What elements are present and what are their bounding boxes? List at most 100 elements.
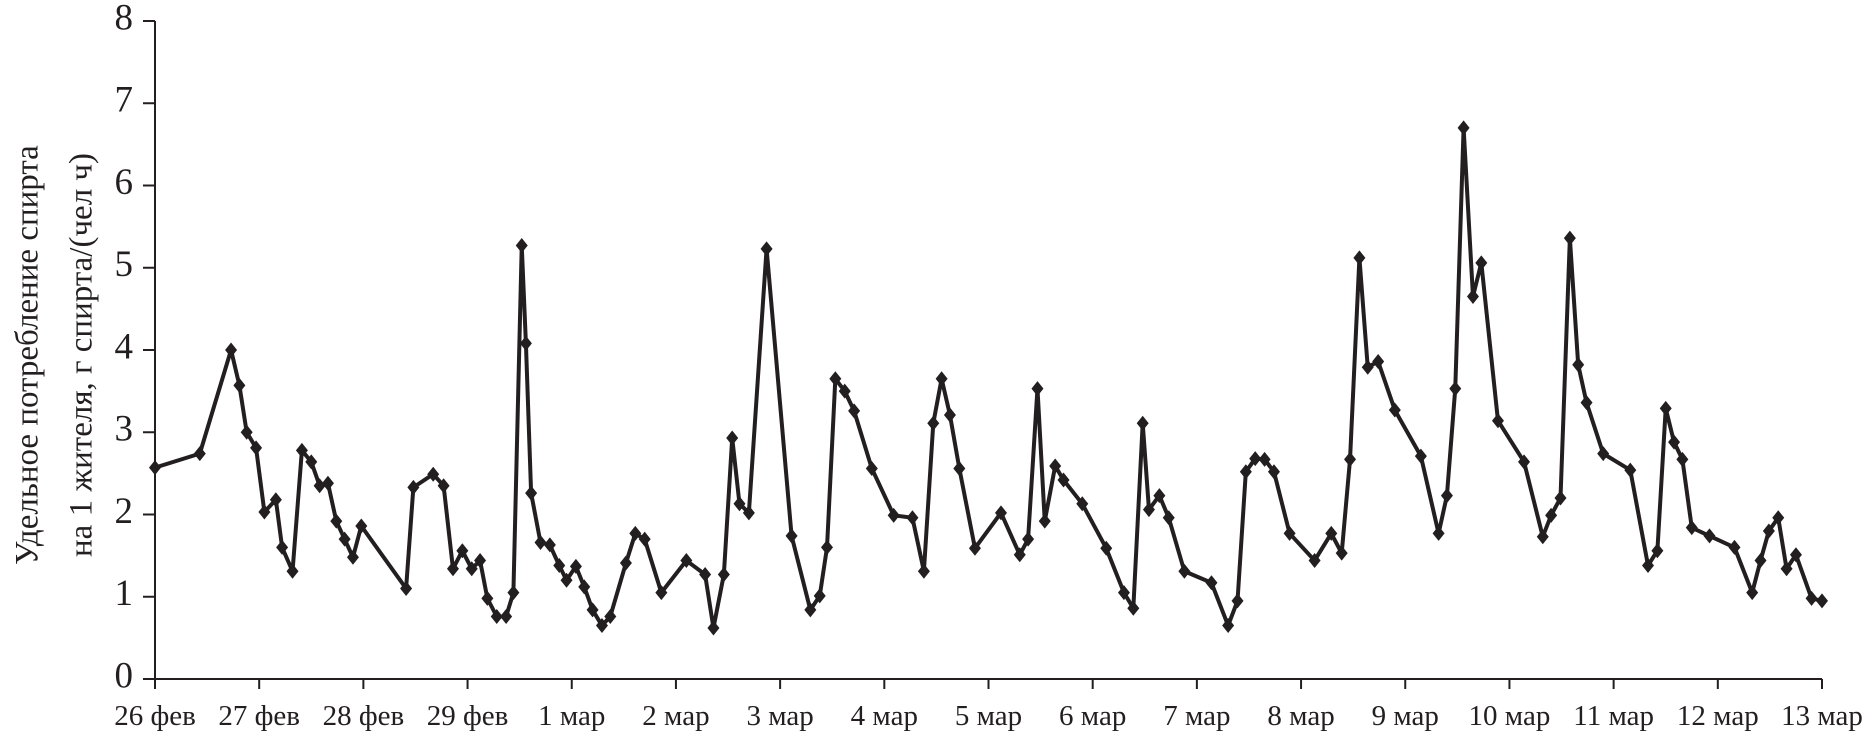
data-point (1153, 488, 1166, 504)
data-point (553, 557, 566, 573)
data-point (1545, 507, 1558, 523)
data-point (821, 539, 834, 555)
data-point (1816, 593, 1828, 609)
data-point (543, 537, 556, 553)
data-point (1335, 545, 1348, 561)
data-point (1563, 230, 1576, 246)
x-tick-label: 6 мар (1059, 700, 1126, 732)
data-point (1642, 557, 1655, 573)
data-point (804, 602, 817, 618)
data-point (456, 543, 469, 559)
data-point (680, 553, 693, 569)
data-point (604, 608, 617, 624)
data-point (507, 585, 520, 601)
data-point (1283, 525, 1296, 541)
data-point (313, 478, 326, 494)
data-point (240, 424, 253, 440)
data-point (813, 588, 826, 604)
data-point (1449, 381, 1462, 397)
data-line (154, 125, 1823, 630)
data-point (465, 561, 478, 577)
data-point (848, 403, 861, 419)
data-point (1038, 513, 1051, 529)
y-axis-title: на 1 жителя, г спирта/(чел ч) (64, 153, 100, 557)
x-tick-label: 1 мар (538, 700, 605, 732)
x-tick-label: 12 мар (1677, 700, 1759, 732)
data-point (1178, 563, 1191, 579)
data-point (1344, 451, 1357, 467)
data-point (321, 475, 334, 491)
data-point (1353, 250, 1366, 266)
data-point (258, 504, 271, 520)
data-point (1440, 488, 1453, 504)
data-point (276, 539, 289, 555)
x-tick-label: 5 мар (955, 700, 1022, 732)
y-axis-title: Удельное потребление спирта (10, 145, 46, 565)
x-tick-label: 13 мар (1781, 700, 1863, 732)
x-tick-label: 2 мар (642, 700, 709, 732)
data-point (1685, 520, 1698, 536)
data-point (943, 407, 956, 423)
data-point (1536, 529, 1549, 545)
data-point (1728, 539, 1741, 555)
data-point (1031, 381, 1044, 397)
data-point (1057, 472, 1070, 488)
data-point (995, 505, 1008, 521)
data-point (1432, 525, 1445, 541)
data-point (1572, 357, 1585, 373)
data-point (887, 507, 900, 523)
data-point (1162, 510, 1175, 526)
data-point (1554, 490, 1567, 506)
data-point (1388, 402, 1401, 418)
data-point (437, 478, 450, 494)
x-tick-label: 7 мар (1163, 700, 1230, 732)
data-point (1789, 547, 1802, 563)
data-point (906, 510, 919, 526)
data-point (1205, 575, 1218, 591)
data-point (1325, 525, 1338, 541)
data-point (346, 549, 359, 565)
data-point (1624, 462, 1637, 478)
data-point (935, 371, 948, 387)
y-tick-label: 2 (115, 491, 134, 532)
data-point (481, 590, 494, 606)
data-point (1239, 464, 1252, 480)
data-point (233, 377, 246, 393)
data-point (595, 618, 608, 634)
x-tick-label: 9 мар (1372, 700, 1439, 732)
y-tick-label: 3 (115, 409, 134, 450)
data-point (407, 479, 420, 495)
data-point (1100, 540, 1113, 556)
data-point (1136, 415, 1149, 431)
data-point (1780, 561, 1793, 577)
data-point (1361, 359, 1374, 375)
y-tick-label: 0 (115, 655, 134, 696)
x-tick-label: 4 мар (851, 700, 918, 732)
data-point (1475, 255, 1488, 271)
data-point (1267, 464, 1280, 480)
data-point (726, 430, 739, 446)
data-point (1013, 547, 1026, 563)
data-point (760, 241, 773, 257)
data-point (1258, 451, 1271, 467)
y-tick-label: 6 (115, 162, 134, 203)
data-point (149, 460, 161, 476)
data-point (638, 531, 651, 547)
data-point (519, 335, 532, 351)
data-point (560, 572, 573, 588)
data-point (1659, 400, 1672, 416)
data-point (865, 460, 878, 476)
y-tick-label: 5 (115, 244, 134, 285)
data-point (1022, 531, 1035, 547)
data-point (1222, 618, 1235, 634)
data-point (338, 531, 351, 547)
data-point (1231, 593, 1244, 609)
data-point (785, 528, 798, 544)
data-point (193, 446, 206, 462)
data-point (1772, 510, 1785, 526)
data-point (1414, 448, 1427, 464)
data-point (578, 579, 591, 595)
data-point (629, 525, 642, 541)
data-point (838, 383, 851, 399)
